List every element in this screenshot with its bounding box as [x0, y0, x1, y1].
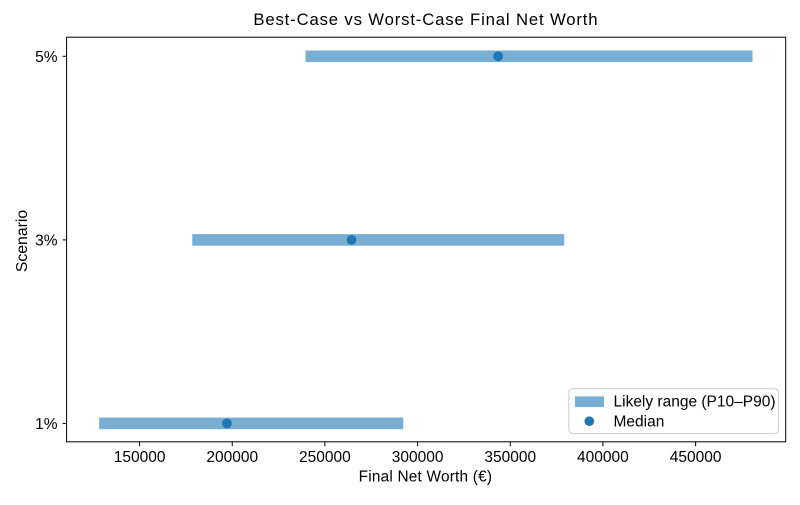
svg-text:3%: 3%	[35, 233, 58, 250]
svg-text:1%: 1%	[35, 416, 58, 433]
svg-text:150000: 150000	[114, 449, 166, 466]
svg-text:350000: 350000	[484, 449, 536, 466]
svg-text:250000: 250000	[299, 449, 351, 466]
svg-text:200000: 200000	[206, 449, 258, 466]
svg-text:5%: 5%	[35, 49, 58, 66]
svg-text:Scenario: Scenario	[14, 210, 31, 273]
svg-text:Best-Case vs Worst-Case Final: Best-Case vs Worst-Case Final Net Worth	[253, 10, 598, 29]
svg-text:Likely range (P10–P90): Likely range (P10–P90)	[614, 394, 776, 411]
svg-text:400000: 400000	[577, 449, 629, 466]
svg-text:Median: Median	[614, 413, 665, 430]
svg-text:450000: 450000	[670, 449, 722, 466]
svg-text:Final Net Worth (€): Final Net Worth (€)	[359, 469, 493, 486]
svg-text:300000: 300000	[392, 449, 444, 466]
